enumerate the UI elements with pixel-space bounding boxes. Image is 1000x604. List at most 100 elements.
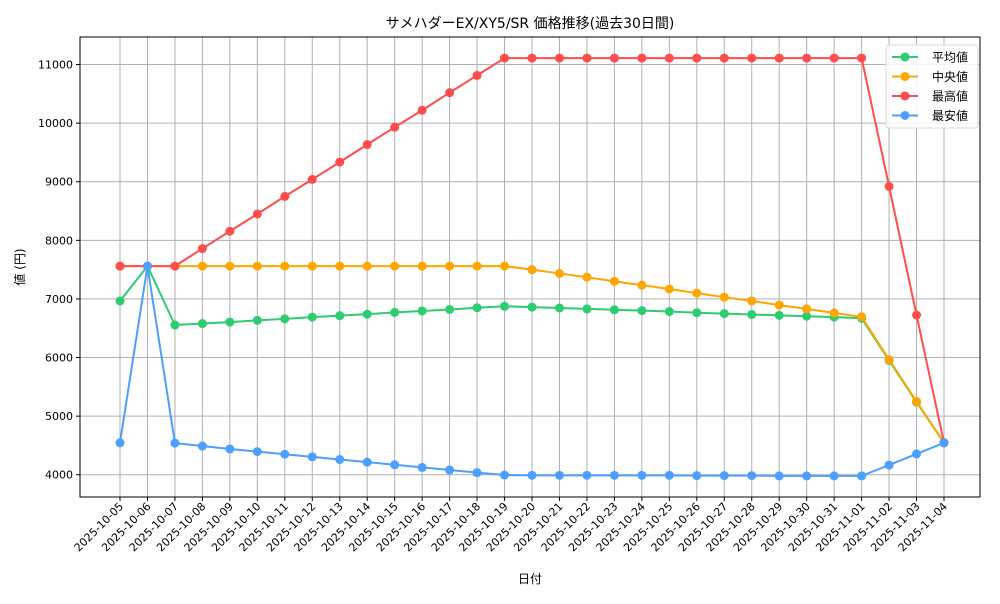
data-point bbox=[472, 70, 482, 80]
series-line bbox=[115, 261, 949, 481]
data-point bbox=[115, 438, 125, 448]
data-point bbox=[527, 53, 537, 63]
data-point bbox=[472, 468, 482, 478]
data-point bbox=[335, 261, 345, 271]
data-point bbox=[527, 302, 537, 312]
data-point bbox=[417, 306, 427, 316]
x-axis-label: 日付 bbox=[518, 572, 542, 586]
data-point bbox=[445, 465, 455, 475]
data-point bbox=[500, 301, 510, 311]
legend-label: 平均値 bbox=[932, 50, 968, 65]
data-point bbox=[637, 280, 647, 290]
data-point bbox=[445, 304, 455, 314]
data-point bbox=[719, 53, 729, 63]
data-point bbox=[719, 309, 729, 319]
data-point bbox=[582, 53, 592, 63]
data-point bbox=[280, 191, 290, 201]
data-point bbox=[884, 355, 894, 365]
y-tick-label: 4000 bbox=[45, 469, 73, 482]
data-point bbox=[692, 308, 702, 318]
data-point bbox=[747, 309, 757, 319]
data-point bbox=[335, 157, 345, 167]
data-point bbox=[390, 460, 400, 470]
data-point bbox=[527, 265, 537, 275]
legend-item: 中央値 bbox=[892, 69, 968, 84]
data-point bbox=[472, 261, 482, 271]
legend-label: 最安値 bbox=[932, 108, 968, 123]
data-point bbox=[390, 261, 400, 271]
legend-marker-icon bbox=[900, 72, 910, 81]
data-point bbox=[252, 209, 262, 219]
data-point bbox=[774, 310, 784, 320]
data-point bbox=[417, 462, 427, 472]
data-point bbox=[637, 470, 647, 480]
data-point bbox=[664, 470, 674, 480]
data-point bbox=[252, 261, 262, 271]
data-point bbox=[609, 305, 619, 315]
legend-marker-icon bbox=[900, 111, 910, 120]
data-point bbox=[637, 53, 647, 63]
data-point bbox=[307, 312, 317, 322]
data-point bbox=[335, 454, 345, 464]
data-point bbox=[609, 53, 619, 63]
data-point bbox=[884, 181, 894, 191]
data-point bbox=[225, 444, 235, 454]
data-point bbox=[637, 306, 647, 316]
data-point bbox=[774, 300, 784, 310]
chart-title: サメハダーEX/XY5/SR 価格推移(過去30日間) bbox=[386, 16, 675, 32]
data-point bbox=[802, 53, 812, 63]
legend-box bbox=[885, 44, 979, 129]
data-point bbox=[857, 312, 867, 322]
y-tick-label: 7000 bbox=[45, 293, 73, 306]
data-point bbox=[307, 452, 317, 462]
data-point bbox=[472, 303, 482, 313]
data-point bbox=[417, 105, 427, 115]
data-point bbox=[115, 261, 125, 271]
legend-label: 最高値 bbox=[932, 89, 968, 104]
data-point bbox=[280, 314, 290, 324]
data-point bbox=[445, 261, 455, 271]
y-axis-label: 値 (円) bbox=[12, 248, 27, 285]
data-point bbox=[829, 308, 839, 318]
data-point bbox=[362, 309, 372, 319]
data-point bbox=[197, 261, 207, 271]
data-point bbox=[802, 471, 812, 481]
data-point bbox=[609, 276, 619, 286]
y-tick-label: 11000 bbox=[38, 59, 73, 72]
data-point bbox=[362, 457, 372, 467]
legend-label: 中央値 bbox=[932, 69, 968, 84]
data-point bbox=[500, 470, 510, 480]
data-point bbox=[802, 311, 812, 321]
data-point bbox=[280, 449, 290, 459]
data-point bbox=[170, 438, 180, 448]
data-point bbox=[774, 471, 784, 481]
data-point bbox=[829, 53, 839, 63]
data-point bbox=[197, 319, 207, 329]
data-point bbox=[307, 261, 317, 271]
data-point bbox=[115, 296, 125, 306]
data-point bbox=[554, 53, 564, 63]
data-point bbox=[500, 53, 510, 63]
data-point bbox=[252, 447, 262, 457]
data-point bbox=[362, 140, 372, 150]
data-point bbox=[582, 272, 592, 282]
y-tick-label: 5000 bbox=[45, 410, 73, 423]
data-point bbox=[417, 261, 427, 271]
data-point bbox=[225, 226, 235, 236]
legend-item: 平均値 bbox=[892, 50, 968, 65]
y-tick-label: 9000 bbox=[45, 176, 73, 189]
data-point bbox=[582, 470, 592, 480]
data-point bbox=[664, 284, 674, 294]
data-point bbox=[774, 53, 784, 63]
data-point bbox=[390, 307, 400, 317]
data-point bbox=[692, 471, 702, 481]
data-point bbox=[527, 470, 537, 480]
data-point bbox=[335, 311, 345, 321]
data-point bbox=[939, 438, 949, 448]
data-point bbox=[554, 303, 564, 313]
data-point bbox=[609, 470, 619, 480]
data-point bbox=[719, 292, 729, 302]
legend-marker-icon bbox=[900, 91, 910, 101]
